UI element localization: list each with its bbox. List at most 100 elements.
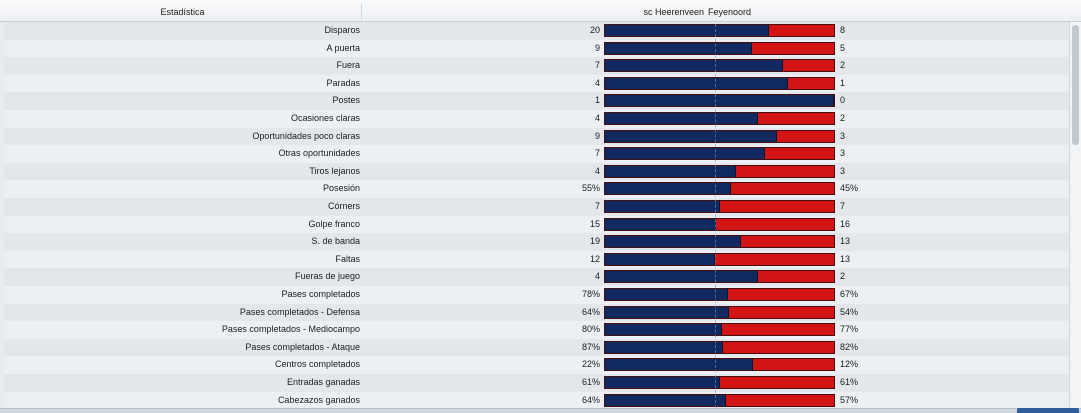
home-value: 7 — [594, 60, 600, 71]
stats-table-header: Estadística sc Heerenveen Feyenoord — [0, 0, 1081, 22]
home-share-fill — [605, 253, 715, 265]
stat-row: A puerta 9 5 — [4, 39, 1069, 58]
stat-label: S. de banda — [311, 236, 360, 247]
stat-label: Faltas — [335, 253, 360, 264]
comparison-bar — [604, 376, 835, 389]
home-share-fill — [605, 183, 731, 195]
comparison-bar — [604, 76, 835, 90]
comparison-bar — [604, 235, 835, 249]
stat-row: Fuera 7 2 — [4, 57, 1069, 75]
stat-row: Otras oportunidades 7 3 — [4, 145, 1069, 163]
home-value: 15 — [589, 218, 600, 229]
scrollbar-thumb[interactable] — [1072, 25, 1079, 145]
home-value: 12 — [589, 253, 600, 264]
away-value: 3 — [840, 165, 846, 176]
stat-label: Entradas ganadas — [286, 377, 360, 387]
home-share-fill — [605, 271, 758, 283]
away-value: 54% — [840, 306, 859, 317]
stat-row: S. de banda 19 13 — [4, 233, 1069, 251]
away-team-name: Feyenoord — [708, 7, 752, 17]
stat-label: Ocasiones claras — [290, 113, 360, 123]
stat-label: Postes — [332, 95, 360, 106]
away-value: 7 — [840, 201, 846, 211]
home-share-fill — [605, 25, 769, 36]
stat-label: Córners — [327, 201, 360, 211]
away-value: 3 — [840, 130, 846, 141]
away-value: 82% — [840, 341, 859, 352]
footer-button[interactable] — [1017, 408, 1079, 413]
away-value: 5 — [840, 42, 846, 53]
stat-row: Pases completados - Defensa 64% 54% — [4, 303, 1069, 322]
away-value: 12% — [840, 359, 859, 370]
comparison-bar — [604, 340, 835, 354]
comparison-bar — [604, 358, 835, 372]
away-value: 77% — [840, 324, 859, 335]
stat-row: Disparos 20 8 — [4, 22, 1069, 40]
comparison-bar — [604, 94, 835, 108]
stat-row: Postes 1 0 — [4, 92, 1069, 110]
stat-label: A puerta — [326, 42, 360, 53]
stat-row: Cabezazos ganados 64% 57% — [4, 391, 1069, 407]
home-value: 22% — [581, 359, 600, 370]
comparison-bar — [604, 252, 835, 266]
home-value: 4 — [594, 165, 600, 176]
away-value: 13 — [840, 236, 851, 247]
vertical-scrollbar[interactable] — [1069, 22, 1081, 408]
home-share-fill — [605, 394, 727, 406]
stat-label: Paradas — [326, 77, 360, 88]
home-share-fill — [605, 77, 789, 89]
stat-row: Centros completados 22% 12% — [4, 356, 1069, 374]
stat-label: Otras oportunidades — [278, 148, 360, 159]
stat-row: Pases completados - Mediocampo 80% 77% — [4, 321, 1069, 339]
home-share-fill — [605, 130, 777, 142]
home-value: 9 — [594, 42, 600, 53]
home-value: 1 — [594, 95, 600, 106]
stat-row: Ocasiones claras 4 2 — [4, 110, 1069, 128]
stat-label: Fuera — [336, 60, 360, 71]
comparison-bar — [604, 217, 835, 231]
home-share-fill — [605, 324, 722, 336]
home-share-fill — [605, 306, 730, 318]
home-value: 9 — [594, 130, 600, 141]
home-share-fill — [605, 289, 729, 300]
away-value: 8 — [840, 25, 846, 35]
home-value: 20 — [589, 25, 600, 35]
stat-label: Oportunidades poco claras — [252, 130, 360, 141]
stat-label: Tiros lejanos — [309, 165, 360, 176]
stat-row: Córners 7 7 — [4, 198, 1069, 216]
away-value: 2 — [840, 60, 846, 71]
away-value: 2 — [840, 113, 846, 123]
comparison-bar — [604, 323, 835, 337]
stat-label: Fueras de juego — [294, 271, 360, 282]
comparison-bar — [604, 41, 835, 55]
home-value: 80% — [581, 324, 600, 335]
home-share-fill — [605, 236, 742, 248]
comparison-bar — [604, 164, 835, 178]
away-value: 2 — [840, 271, 846, 282]
stat-row: Fueras de juego 4 2 — [4, 268, 1069, 286]
home-share-fill — [605, 148, 766, 160]
home-share-fill — [605, 377, 720, 388]
stat-label: Posesión — [322, 183, 360, 194]
stat-row: Pases completados 78% 67% — [4, 286, 1069, 304]
stat-row: Pases completados - Ataque 87% 82% — [4, 338, 1069, 357]
stat-label: Pases completados - Mediocampo — [221, 324, 360, 335]
stat-label: Golpe franco — [308, 218, 360, 229]
comparison-bar — [604, 59, 835, 73]
home-value: 55% — [581, 183, 600, 194]
away-value: 67% — [840, 289, 859, 299]
comparison-bar — [604, 129, 835, 143]
column-header-statistic[interactable]: Estadística — [4, 4, 362, 20]
away-value: 0 — [840, 95, 846, 106]
home-value: 64% — [581, 306, 600, 317]
away-value: 57% — [840, 394, 859, 405]
comparison-bar — [604, 200, 835, 213]
comparison-bar — [604, 305, 835, 319]
home-share-fill — [605, 165, 736, 177]
home-team-name: sc Heerenveen — [643, 7, 704, 17]
panel-footer — [0, 408, 1081, 413]
stat-row: Paradas 4 1 — [4, 74, 1069, 93]
away-value: 16 — [840, 218, 851, 229]
stat-row: Posesión 55% 45% — [4, 180, 1069, 198]
stat-row: Faltas 12 13 — [4, 250, 1069, 269]
